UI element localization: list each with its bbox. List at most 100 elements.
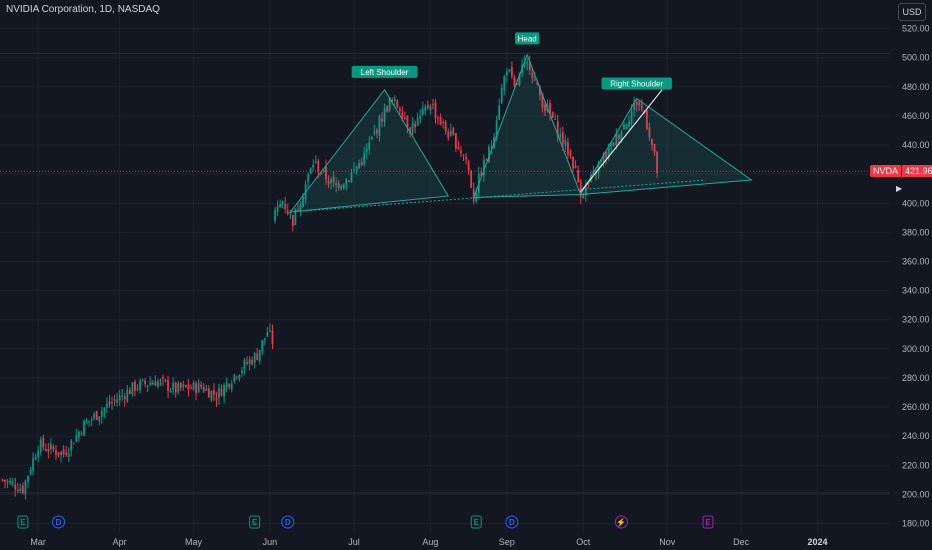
y-tick-label: 240.00 bbox=[902, 431, 930, 441]
x-tick-label: Jun bbox=[263, 537, 278, 547]
candle-body bbox=[416, 117, 419, 126]
candle-body bbox=[44, 448, 47, 451]
candle-body bbox=[554, 118, 557, 120]
candle-body bbox=[414, 123, 417, 128]
x-tick-label: Jul bbox=[348, 537, 360, 547]
candle-body bbox=[284, 203, 287, 209]
candle-body bbox=[559, 133, 562, 138]
candle-body bbox=[126, 389, 129, 402]
candle-body bbox=[248, 359, 251, 365]
earnings-marker-icon[interactable] bbox=[702, 515, 714, 529]
scroll-right-icon[interactable]: ▶ bbox=[896, 184, 903, 193]
candle-body bbox=[123, 396, 126, 400]
candle-body bbox=[103, 407, 106, 412]
candle-body bbox=[182, 384, 185, 387]
candle-body bbox=[421, 108, 424, 115]
candle-body bbox=[72, 443, 75, 445]
candle-body bbox=[452, 127, 455, 135]
candle-body bbox=[353, 168, 355, 171]
candle-body bbox=[480, 172, 483, 177]
candle-body bbox=[131, 382, 134, 395]
earnings-marker-icon[interactable] bbox=[17, 515, 29, 529]
candle-body bbox=[57, 452, 60, 455]
candle-body bbox=[607, 147, 610, 159]
candle-body bbox=[633, 102, 636, 110]
candle-body bbox=[406, 115, 409, 128]
x-tick-label: 2024 bbox=[808, 537, 828, 547]
candle-body bbox=[386, 106, 388, 112]
candle-body bbox=[261, 340, 264, 352]
y-tick-label: 500.00 bbox=[902, 53, 930, 63]
candle-body bbox=[146, 385, 149, 387]
pattern-label-box bbox=[514, 32, 540, 45]
candle-body bbox=[347, 181, 350, 183]
candle-body bbox=[653, 143, 656, 153]
candle-body bbox=[32, 458, 34, 471]
candle-body bbox=[225, 382, 228, 388]
candle-body bbox=[256, 353, 259, 360]
candle-body bbox=[434, 102, 437, 118]
candle-body bbox=[37, 450, 40, 458]
candle-body bbox=[302, 196, 304, 207]
event-marker-label: E bbox=[705, 518, 711, 527]
candle-body bbox=[597, 162, 600, 174]
candle-body bbox=[314, 161, 317, 163]
candle-body bbox=[526, 61, 529, 64]
candle-body bbox=[4, 479, 6, 482]
candle-body bbox=[628, 121, 630, 127]
candle-body bbox=[449, 130, 452, 137]
candle-body bbox=[167, 379, 169, 392]
candle-body bbox=[340, 186, 343, 189]
earnings-marker-icon[interactable] bbox=[470, 515, 482, 529]
candle-body bbox=[556, 120, 559, 137]
candle-body bbox=[136, 388, 139, 390]
candle-body bbox=[533, 79, 536, 81]
candle-body bbox=[269, 330, 271, 332]
x-tick-label: Apr bbox=[113, 537, 127, 547]
y-tick-label: 480.00 bbox=[902, 82, 930, 92]
candle-body bbox=[243, 360, 246, 370]
candle-body bbox=[174, 382, 177, 393]
candle-body bbox=[602, 154, 605, 162]
candle-body bbox=[241, 370, 243, 374]
candle-body bbox=[195, 383, 197, 394]
candle-body bbox=[187, 384, 190, 390]
candle-body bbox=[9, 481, 12, 484]
split-marker-icon[interactable] bbox=[614, 515, 628, 529]
dividend-marker-icon[interactable] bbox=[505, 515, 519, 529]
candle-body bbox=[605, 152, 608, 158]
candle-body bbox=[281, 201, 284, 205]
candle-body bbox=[539, 87, 541, 96]
earnings-marker-icon[interactable] bbox=[249, 515, 261, 529]
candle-body bbox=[460, 150, 462, 154]
candle-body bbox=[274, 210, 276, 221]
candle-body bbox=[651, 139, 653, 145]
x-tick-label: Sep bbox=[499, 537, 515, 547]
dividend-marker-icon[interactable] bbox=[281, 515, 295, 529]
candle-body bbox=[574, 165, 577, 169]
currency-button[interactable]: USD bbox=[898, 3, 926, 21]
candle-body bbox=[518, 72, 521, 85]
candle-body bbox=[179, 382, 182, 389]
candle-body bbox=[582, 194, 585, 199]
uptrend-line bbox=[580, 89, 663, 192]
candle-body bbox=[391, 99, 394, 102]
candle-body bbox=[498, 105, 501, 120]
candle-body bbox=[373, 131, 376, 134]
candle-body bbox=[205, 388, 208, 391]
pattern-label-box bbox=[351, 65, 418, 78]
candle-body bbox=[271, 331, 274, 345]
candle-body bbox=[500, 88, 503, 104]
candle-body bbox=[251, 359, 254, 365]
candle-body bbox=[625, 124, 628, 127]
y-tick-label: 300.00 bbox=[902, 344, 930, 354]
candle-body bbox=[612, 142, 615, 146]
candle-body bbox=[551, 111, 554, 118]
dividend-marker-icon[interactable] bbox=[52, 515, 66, 529]
candle-body bbox=[544, 104, 546, 112]
candle-body bbox=[169, 390, 172, 392]
candle-body bbox=[210, 390, 213, 400]
y-tick-label: 260.00 bbox=[902, 402, 930, 412]
